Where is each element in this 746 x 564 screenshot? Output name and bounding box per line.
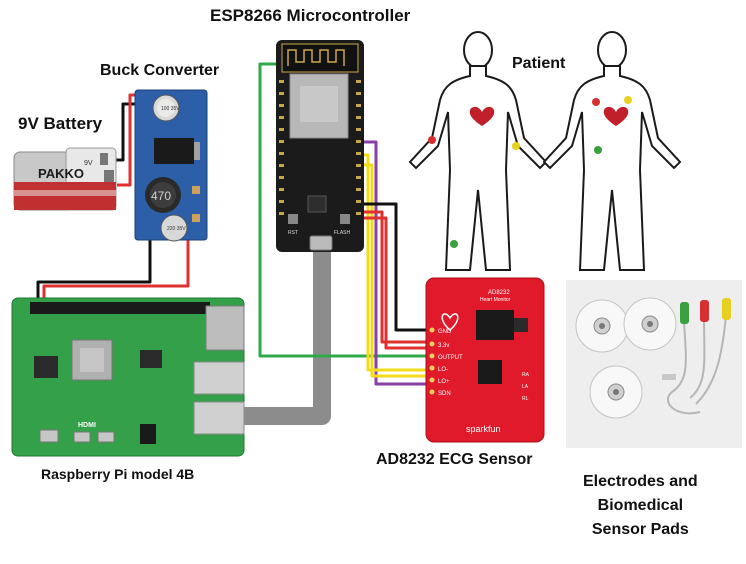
wire-buck-rpi-black (36, 240, 152, 303)
ecg-pin-lo-minus: LO- (438, 367, 448, 373)
ecg-pin-3v3: 3.3v (438, 343, 449, 349)
patient-label: Patient (512, 55, 566, 72)
wire-red-1 (360, 210, 428, 344)
wire-black (360, 202, 428, 332)
electrode-dot-green (594, 146, 602, 154)
lead-clip-green (680, 302, 689, 324)
ecg-subtitle: Heart Monitor (480, 297, 511, 303)
ecg-pin-ra: RA (522, 372, 530, 378)
wire-red-2 (360, 216, 428, 350)
ecg-model: AD8232 (488, 290, 510, 296)
usb-cable (244, 252, 331, 425)
esp8266-board: RST FLASH (276, 40, 364, 252)
patient-figure-back (542, 31, 682, 271)
ecg-pin-lo-plus: LO+ (438, 379, 450, 385)
ecg-pin-labels: GND 3.3v OUTPUT LO- LO+ SDN (438, 329, 463, 397)
rpi-hdmi-print: HDMI (78, 422, 96, 429)
esp-pin-rst: RST (288, 230, 298, 236)
battery-voltage: 9V (84, 160, 93, 167)
heart-icon (469, 106, 495, 126)
patient-figure-front (408, 31, 548, 271)
esp-pins-left (279, 80, 284, 215)
buck-cap2: 220 35V (167, 226, 186, 232)
sensor-pad (589, 365, 643, 419)
lead-clip-yellow (722, 298, 731, 320)
wire-buck-rpi-red (42, 234, 190, 303)
electrode-dot-yellow (624, 96, 632, 104)
esp-pin-flash: FLASH (334, 230, 351, 236)
ecg-pin-sdn: SDN (438, 391, 451, 397)
ecg-pin-gnd: GND (438, 329, 452, 335)
wire-green (258, 62, 428, 358)
battery: PAKKO 9V (13, 147, 117, 211)
wires (36, 62, 428, 425)
electrode-dot-red (428, 136, 436, 144)
wire-yellow-1 (360, 153, 428, 372)
raspberry-pi-label: Raspberry Pi model 4B (41, 466, 195, 482)
buck-cap1: 100 35V (161, 106, 180, 112)
electrode-dot-yellow (512, 142, 520, 150)
esp-label: ESP8266 Microcontroller (210, 6, 411, 25)
buck-inductor: 470 (151, 189, 171, 203)
electrode-dot-green (450, 240, 458, 248)
esp-pins-right (356, 80, 361, 215)
patient-figures (408, 31, 682, 271)
ecg-sensor-board: AD8232 Heart Monitor GND 3.3v OUTPUT LO-… (425, 277, 545, 443)
ecg-pin-la: LA (522, 384, 529, 390)
sensor-pad (575, 299, 629, 353)
buck-converter-label: Buck Converter (100, 62, 220, 79)
lead-clip-red (700, 300, 709, 322)
sensor-pad (623, 297, 677, 351)
patient-markers (428, 96, 632, 248)
ecg-brand: sparkfun (466, 424, 501, 434)
wire-yellow-2 (360, 163, 428, 378)
heart-icon (603, 106, 629, 126)
electrodes-photo (566, 280, 742, 448)
buck-converter: 100 35V 470 220 35V (134, 89, 208, 242)
raspberry-pi: HDMI (11, 297, 245, 457)
ecg-sensor-label: AD8232 ECG Sensor (376, 451, 533, 468)
wire-purple (360, 140, 428, 386)
ecg-side-pins: RA LA RL (522, 372, 530, 402)
ecg-pin-rl: RL (522, 396, 529, 402)
battery-label: 9V Battery (18, 114, 103, 133)
electrodes-label: Electrodes and Biomedical Sensor Pads (583, 473, 698, 538)
battery-brand: PAKKO (38, 166, 84, 181)
ecg-pin-output: OUTPUT (438, 355, 463, 361)
electrode-dot-red (592, 98, 600, 106)
